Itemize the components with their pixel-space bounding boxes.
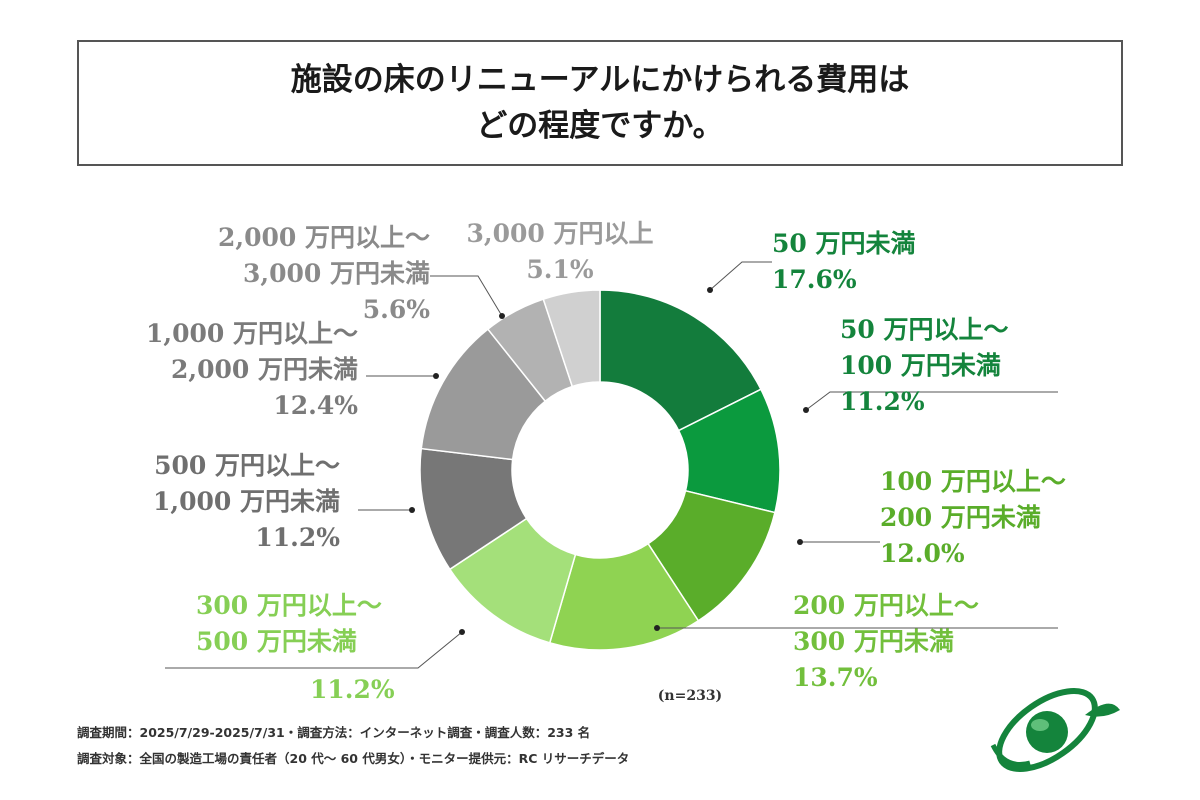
title-line-2: どの程度ですか。 bbox=[476, 108, 724, 144]
footer-survey-target: 調査対象：全国の製造工場の責任者（20 代～ 60 代男女）・モニター提供元：R… bbox=[77, 751, 630, 766]
slice-label: 100 万円以上～ 200 万円未満 bbox=[880, 467, 1066, 532]
leader-line bbox=[805, 391, 1058, 411]
leader-dot bbox=[459, 629, 465, 635]
slice-label: 3,000 万円以上 bbox=[467, 219, 654, 248]
slice-value-label: 11.2% bbox=[840, 387, 925, 416]
leader-line bbox=[430, 275, 503, 317]
leader-dot bbox=[499, 313, 505, 319]
company-logo-icon bbox=[990, 687, 1120, 773]
title-box: 施設の床のリニューアルにかけられる費用は どの程度ですか。 bbox=[77, 40, 1123, 166]
slice-value-label: 5.6% bbox=[363, 295, 430, 324]
leader-dot bbox=[433, 373, 439, 379]
slice-value-label: 17.6% bbox=[772, 265, 857, 294]
donut-slice bbox=[599, 289, 762, 432]
slice-value-label: 5.1% bbox=[526, 255, 593, 284]
slice-value-label: 11.2% bbox=[255, 523, 340, 552]
leader-line bbox=[709, 261, 772, 291]
slice-label: 2,000 万円以上～ 3,000 万円未満 bbox=[218, 223, 430, 288]
leader-dot bbox=[803, 407, 809, 413]
slice-value-label: 12.4% bbox=[273, 391, 358, 420]
leader-dot bbox=[797, 539, 803, 545]
slice-value-label: 13.7% bbox=[793, 663, 878, 692]
slice-label: 500 万円以上～ 1,000 万円未満 bbox=[153, 451, 340, 516]
slice-label: 1,000 万円以上～ 2,000 万円未満 bbox=[146, 319, 358, 384]
leader-dot bbox=[654, 625, 660, 631]
slice-label: 50 万円以上～ 100 万円未満 bbox=[840, 315, 1009, 380]
slice-value-label: 12.0% bbox=[880, 539, 965, 568]
slice-label: 200 万円以上～ 300 万円未満 bbox=[793, 591, 979, 656]
sample-size-note: (n=233) bbox=[658, 688, 722, 704]
leader-dot bbox=[707, 287, 713, 293]
title-line-1: 施設の床のリニューアルにかけられる費用は bbox=[290, 62, 910, 98]
footer-survey-info: 調査期間：2025/7/29-2025/7/31・調査方法：インターネット調査・… bbox=[77, 725, 591, 740]
leader-dot bbox=[409, 507, 415, 513]
leader-line bbox=[165, 631, 463, 669]
slice-label: 50 万円未満 bbox=[772, 229, 916, 258]
slice-value-label: 11.2% bbox=[310, 675, 395, 704]
donut-slice bbox=[542, 289, 601, 388]
slice-label: 300 万円以上～ 500 万円未満 bbox=[196, 591, 382, 656]
